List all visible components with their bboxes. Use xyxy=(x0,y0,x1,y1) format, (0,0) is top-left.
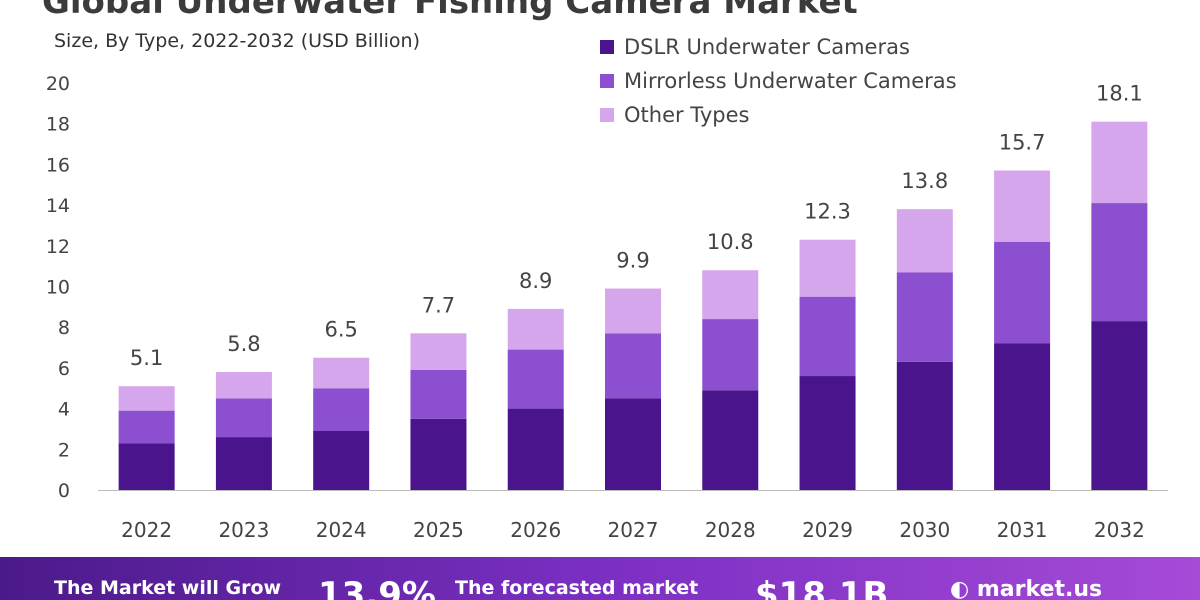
y-tick-label: 12 xyxy=(46,236,70,258)
bar-segment-dslr xyxy=(118,443,175,490)
y-tick-label: 20 xyxy=(46,73,70,95)
bar-segment-mirrorless xyxy=(896,272,953,362)
bottom-banner: The Market will Grow 13.9% The forecaste… xyxy=(0,557,1200,600)
bar-segment-dslr xyxy=(313,430,370,490)
bar-segment-dslr xyxy=(1091,321,1148,490)
bar-total-label: 15.7 xyxy=(999,131,1046,155)
bar-segment-mirrorless xyxy=(313,388,370,431)
bar-segment-other xyxy=(605,288,661,334)
bar-total-label: 13.8 xyxy=(901,169,948,193)
y-tick-label: 4 xyxy=(58,399,70,421)
banner-forecast-text: The forecasted market xyxy=(455,577,699,599)
bar-segment-dslr xyxy=(702,390,759,490)
legend-label-mirrorless: Mirrorless Underwater Cameras xyxy=(624,69,957,93)
chart-title: Global Underwater Fishing Camera Market xyxy=(42,0,858,22)
bar-segment-other xyxy=(215,371,272,399)
bar-total-label: 9.9 xyxy=(616,249,649,273)
bar-total-label: 18.1 xyxy=(1096,82,1143,106)
y-tick-label: 10 xyxy=(46,277,70,299)
bar-segment-other xyxy=(994,170,1051,242)
bar-segment-dslr xyxy=(896,361,953,490)
bar-segment-other xyxy=(118,386,175,411)
bar-segment-mirrorless xyxy=(410,369,467,419)
chart-subtitle: Size, By Type, 2022-2032 (USD Billion) xyxy=(54,30,421,52)
y-tick-label: 6 xyxy=(58,358,70,380)
y-tick-label: 16 xyxy=(46,154,70,176)
banner-grow-text: The Market will Grow xyxy=(54,577,282,599)
x-tick-label: 2024 xyxy=(316,518,367,542)
bar-segment-mirrorless xyxy=(702,319,759,391)
x-tick-label: 2030 xyxy=(899,518,950,542)
bar-total-label: 12.3 xyxy=(804,200,851,224)
x-tick-label: 2027 xyxy=(608,518,659,542)
x-tick-label: 2026 xyxy=(510,518,561,542)
bar-total-label: 10.8 xyxy=(707,230,754,254)
x-tick-label: 2022 xyxy=(121,518,172,542)
x-tick-label: 2029 xyxy=(802,518,853,542)
x-tick-label: 2025 xyxy=(413,518,464,542)
bar-total-label: 5.1 xyxy=(130,346,163,370)
bar-segment-other xyxy=(410,333,467,370)
bar-segment-dslr xyxy=(799,376,856,490)
legend-swatch-dslr xyxy=(600,40,614,54)
bar-segment-dslr xyxy=(410,418,467,490)
bar-segment-other xyxy=(1091,121,1148,204)
bar-segment-mirrorless xyxy=(1091,203,1148,322)
legend-swatch-other xyxy=(600,108,614,122)
legend-label-other: Other Types xyxy=(624,103,750,127)
stacked-bar-chart: 0 2 4 6 8 10 12 14 16 18 20 5.1 2022 5.8 2023 6.5 2024 7.… xyxy=(46,73,1168,542)
x-tick-label: 2023 xyxy=(218,518,269,542)
brand-logo-icon: ◐ xyxy=(950,577,970,600)
bar-segment-dslr xyxy=(605,398,661,490)
y-tick-label: 0 xyxy=(58,480,70,502)
legend-item-dslr: DSLR Underwater Cameras xyxy=(600,30,957,64)
x-tick-label: 2032 xyxy=(1094,518,1145,542)
bar-segment-other xyxy=(799,239,856,297)
bar-segment-other xyxy=(702,270,759,320)
bar-segment-mirrorless xyxy=(799,296,856,377)
bar-total-label: 8.9 xyxy=(519,269,552,293)
brand-name: market.us xyxy=(976,577,1103,600)
banner-brand-logo: ◐ market.us xyxy=(950,577,1102,600)
bar-segment-mirrorless xyxy=(507,349,564,409)
bar-total-label: 6.5 xyxy=(324,318,357,342)
legend: DSLR Underwater Cameras Mirrorless Under… xyxy=(600,30,957,132)
legend-item-mirrorless: Mirrorless Underwater Cameras xyxy=(600,64,957,98)
y-tick-label: 2 xyxy=(58,439,70,461)
bar-segment-mirrorless xyxy=(118,410,175,444)
legend-item-other: Other Types xyxy=(600,98,957,132)
legend-swatch-mirrorless xyxy=(600,74,614,88)
banner-cagr: 13.9% xyxy=(318,575,436,600)
y-tick-label: 8 xyxy=(58,317,70,339)
x-tick-label: 2028 xyxy=(705,518,756,542)
bar-segment-other xyxy=(313,357,370,389)
bar-segment-dslr xyxy=(507,408,564,490)
bar-segment-dslr xyxy=(994,343,1051,490)
bar-total-label: 5.8 xyxy=(227,332,260,356)
x-tick-label: 2031 xyxy=(997,518,1048,542)
y-tick-label: 14 xyxy=(46,195,70,217)
bar-segment-mirrorless xyxy=(215,398,272,438)
legend-label-dslr: DSLR Underwater Cameras xyxy=(624,35,910,59)
bar-segment-other xyxy=(507,308,564,350)
bar-segment-mirrorless xyxy=(605,333,661,399)
bar-segment-other xyxy=(896,209,953,273)
bar-segment-mirrorless xyxy=(994,241,1051,344)
y-tick-label: 18 xyxy=(46,114,70,136)
banner-forecast-value: $18.1B xyxy=(755,575,889,600)
bar-total-label: 7.7 xyxy=(422,293,455,317)
bar-segment-dslr xyxy=(215,437,272,490)
